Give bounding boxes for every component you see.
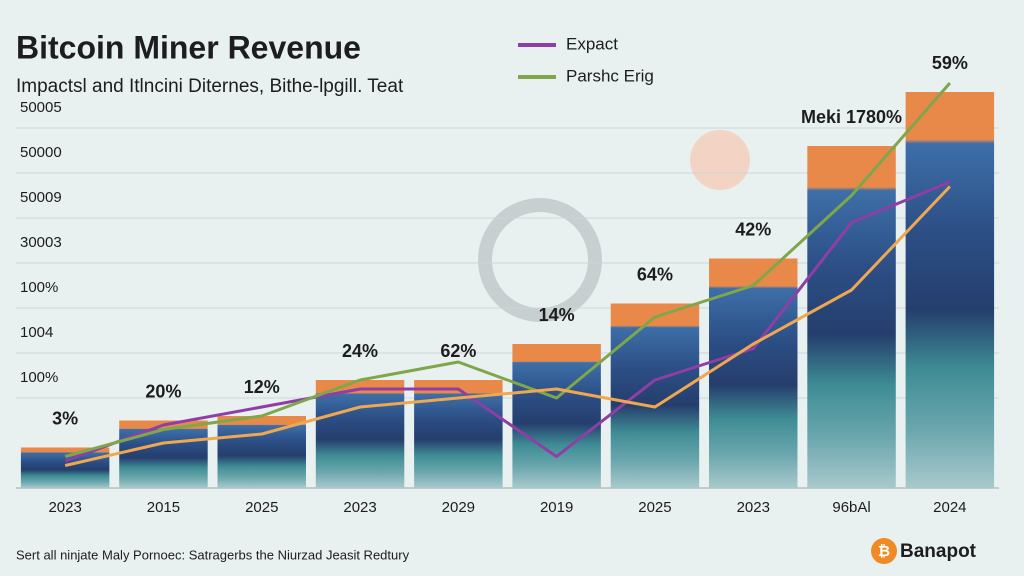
x-tick-label: 2025 (638, 499, 671, 516)
data-label: 64% (637, 264, 673, 284)
footer: Sert all ninjate Maly Pornoec: Satragerb… (16, 547, 410, 562)
data-label: Meki 1780% (801, 107, 902, 127)
legend-label: Expact (566, 34, 618, 53)
data-label: 12% (244, 377, 280, 397)
y-tick-label: 30003 (20, 234, 62, 251)
gear-decoration (478, 198, 602, 322)
bar (217, 416, 306, 488)
bar (807, 146, 896, 488)
series-line (64, 185, 951, 467)
y-tick-label: 50009 (20, 189, 62, 206)
bar (512, 344, 601, 488)
series-line (64, 180, 951, 463)
bar (610, 303, 700, 488)
brand-icon (871, 538, 897, 564)
data-label: 42% (735, 219, 771, 239)
y-tick-label: 100% (20, 369, 58, 386)
bar (905, 92, 995, 488)
x-tick-label: 2015 (147, 499, 180, 516)
legend-label: Parshc Erig (566, 66, 654, 85)
bar (119, 420, 208, 488)
bar (709, 258, 798, 488)
x-tick-label: 2025 (245, 499, 278, 516)
data-label: 3% (52, 408, 78, 428)
y-tick-label: 50000 (20, 144, 62, 161)
x-tick-label: 2019 (540, 499, 573, 516)
x-tick-label: 96bAl (832, 499, 870, 516)
y-tick-label: 1004 (20, 324, 53, 341)
chart-subtitle: Impactsl and Itlncini Diternes, Bithe-lp… (16, 76, 404, 97)
y-tick-label: 100% (20, 279, 58, 296)
data-label: 62% (440, 341, 476, 361)
data-label: 24% (342, 341, 378, 361)
data-label: 59% (932, 53, 968, 73)
y-tick-label: 50005 (20, 99, 62, 116)
brand: Banapot (900, 541, 977, 562)
data-label: 14% (539, 305, 575, 325)
data-label: 20% (145, 381, 181, 401)
series-line (64, 82, 952, 458)
coin-decoration (690, 130, 750, 190)
brand-icon-glyph: ₿ (878, 543, 890, 560)
x-tick-label: 2023 (343, 499, 376, 516)
bar (315, 380, 405, 488)
x-tick-label: 2024 (933, 499, 966, 516)
chart-title: Bitcoin Miner Revenue (16, 29, 361, 65)
bar (20, 447, 110, 488)
x-tick-label: 2029 (442, 499, 475, 516)
x-tick-label: 2023 (737, 499, 770, 516)
x-tick-label: 2023 (48, 499, 81, 516)
